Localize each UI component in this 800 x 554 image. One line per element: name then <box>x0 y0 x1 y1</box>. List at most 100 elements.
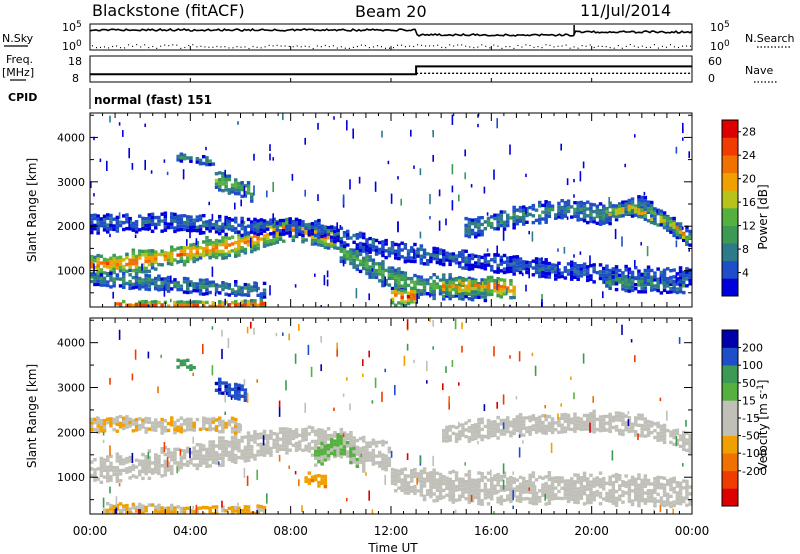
heatmap-cell <box>486 429 491 433</box>
heatmap-cell <box>362 459 366 463</box>
heatmap-cell <box>579 479 584 483</box>
heatmap-cell <box>253 436 257 441</box>
heatmap-cell <box>294 231 299 235</box>
heatmap-cell <box>538 200 542 205</box>
heatmap-cell <box>288 448 292 452</box>
heatmap-cell <box>189 246 193 251</box>
heatmap-cell <box>384 464 388 468</box>
heatmap-cell <box>506 213 510 217</box>
heatmap-cell <box>445 287 449 291</box>
heatmap-cell <box>99 220 104 224</box>
heatmap-cell <box>93 427 97 432</box>
heatmap-cell <box>618 280 622 284</box>
heatmap-cell <box>672 275 676 279</box>
heatmap-cell <box>442 488 446 492</box>
heatmap-cell <box>669 226 673 230</box>
nsearch-dot <box>324 44 326 47</box>
heatmap-cell <box>538 274 542 279</box>
heatmap-cell <box>371 455 376 459</box>
freq-tick-top: 18 <box>68 55 82 68</box>
heatmap-cell <box>346 120 348 131</box>
heatmap-cell <box>320 227 324 232</box>
heatmap-cell <box>637 208 641 212</box>
heatmap-cell <box>323 448 328 452</box>
heatmap-cell <box>387 273 392 277</box>
heatmap-cell <box>397 274 401 278</box>
heatmap-cell <box>195 215 200 219</box>
heatmap-cell <box>464 223 468 228</box>
heatmap-cell <box>570 260 574 264</box>
heatmap-cell <box>589 494 593 498</box>
heatmap-cell <box>208 219 212 223</box>
heatmap-cell <box>442 277 446 281</box>
heatmap-cell <box>342 393 345 397</box>
heatmap-cell <box>173 281 177 285</box>
heatmap-cell <box>678 269 683 273</box>
heatmap-cell <box>106 420 110 425</box>
heatmap-cell <box>352 443 356 447</box>
heatmap-cell <box>374 461 379 465</box>
heatmap-cell <box>682 128 684 133</box>
heatmap-cell <box>96 423 100 427</box>
heatmap-cell <box>214 220 219 224</box>
heatmap-cell <box>90 261 94 266</box>
heatmap-cell <box>230 249 235 253</box>
heatmap-cell <box>666 492 670 497</box>
heatmap-cell <box>208 510 212 514</box>
heatmap-cell <box>624 285 628 289</box>
heatmap-cell <box>227 386 232 391</box>
heatmap-cell <box>394 272 398 276</box>
heatmap-cell <box>512 431 516 436</box>
nsearch-dot <box>545 44 547 46</box>
heatmap-cell <box>224 446 228 451</box>
heatmap-cell <box>253 284 257 289</box>
heatmap-cell <box>413 484 417 489</box>
heatmap-cell <box>240 233 244 238</box>
heatmap-cell <box>451 287 456 292</box>
heatmap-cell <box>189 257 193 261</box>
heatmap-cell <box>150 471 155 475</box>
heatmap-cell <box>419 469 424 473</box>
heatmap-cell <box>614 282 619 286</box>
heatmap-cell <box>90 217 94 221</box>
heatmap-cell <box>336 222 338 230</box>
heatmap-cell <box>662 272 667 276</box>
heatmap-cell <box>349 255 353 259</box>
heatmap-cell <box>192 446 196 450</box>
heatmap-cell <box>582 475 587 479</box>
heatmap-cell <box>470 427 475 431</box>
heatmap-cell <box>381 277 385 281</box>
heatmap-cell <box>592 416 596 420</box>
heatmap-cell <box>566 479 571 483</box>
heatmap-cell <box>362 242 366 247</box>
heatmap-cell <box>99 217 104 221</box>
heatmap-cell <box>608 212 612 217</box>
heatmap-cell <box>502 278 507 282</box>
heatmap-cell <box>90 275 94 279</box>
heatmap-cell <box>163 459 168 463</box>
heatmap-cell <box>640 286 644 291</box>
heatmap-cell <box>144 299 148 304</box>
heatmap-cell <box>518 351 521 362</box>
heatmap-cell <box>202 461 206 465</box>
heatmap-cell <box>512 295 516 300</box>
heatmap-cell <box>442 259 446 263</box>
heatmap-cell <box>525 429 529 434</box>
heatmap-cell <box>163 277 168 281</box>
heatmap-cell <box>659 276 662 284</box>
heatmap-cell <box>358 245 363 249</box>
heatmap-cell <box>333 239 337 244</box>
heatmap-cell <box>496 267 500 271</box>
heatmap-cell <box>410 489 414 493</box>
heatmap-cell <box>598 471 603 475</box>
heatmap-cell <box>240 239 244 243</box>
heatmap-cell <box>410 249 414 253</box>
heatmap-cell <box>256 229 260 233</box>
heatmap-cell <box>202 444 206 448</box>
heatmap-cell <box>163 473 168 477</box>
heatmap-cell <box>454 294 459 298</box>
heatmap-cell <box>109 420 113 424</box>
heatmap-cell <box>170 451 174 455</box>
heatmap-cell <box>106 455 110 459</box>
heatmap-cell <box>576 416 580 420</box>
